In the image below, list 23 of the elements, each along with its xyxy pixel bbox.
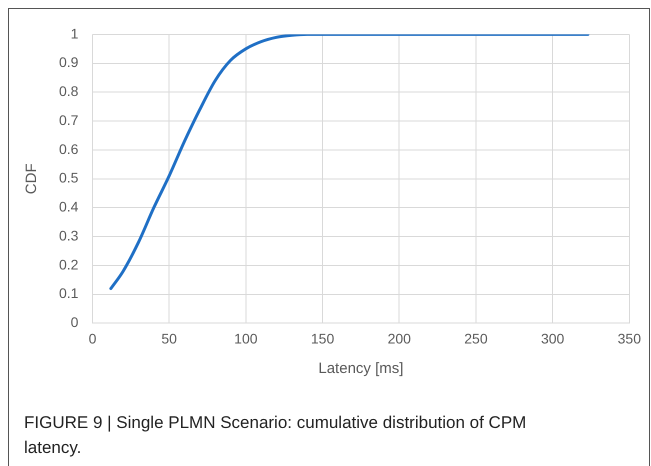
y-tick-label: 0.8	[58, 83, 79, 100]
caption: FIGURE 9 | Single PLMN Scenario: cumulative distribution of CPM latency.	[24, 412, 528, 459]
y-tick-label: 0.7	[58, 112, 79, 128]
x-tick-label: 0	[88, 330, 97, 346]
x-tick-label: 150	[310, 330, 334, 346]
y-tick-label: 0.2	[58, 256, 79, 272]
x-axis-title: Latency [ms]	[318, 360, 404, 378]
y-tick-label: 1	[70, 25, 79, 42]
x-tick-label: 200	[388, 330, 412, 346]
y-axis-title: CDF	[23, 163, 40, 194]
y-tick-label: 0.9	[58, 54, 79, 70]
line-series	[109, 34, 590, 290]
y-tick-label: 0.4	[58, 198, 79, 215]
x-tick-label: 300	[540, 330, 565, 346]
y-tick-label: 0.3	[58, 227, 79, 244]
y-tick-label: 0.6	[58, 140, 79, 157]
y-tick-label: 0	[70, 314, 79, 330]
x-tick-label: 100	[234, 330, 258, 346]
y-tick-label: 0.1	[58, 285, 79, 302]
x-tick-label: 50	[161, 330, 178, 346]
y-tick-label: 0.5	[58, 170, 79, 186]
x-tick-label: 350	[618, 330, 642, 346]
x-tick-label: 250	[464, 330, 488, 346]
